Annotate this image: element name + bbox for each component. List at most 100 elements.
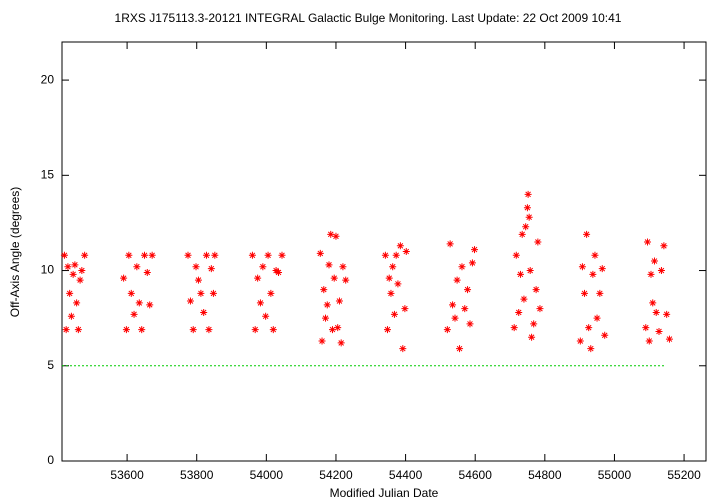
point — [401, 305, 409, 313]
point — [64, 263, 72, 271]
point — [396, 242, 404, 250]
point — [530, 320, 538, 328]
y-tick-label: 10 — [41, 263, 55, 277]
point — [148, 251, 156, 259]
x-tick-label: 54600 — [459, 468, 493, 482]
point — [402, 248, 410, 255]
point — [207, 265, 215, 273]
point — [585, 324, 593, 332]
point — [125, 251, 133, 259]
point — [269, 326, 277, 334]
point — [143, 268, 151, 276]
point — [389, 263, 397, 271]
point — [461, 305, 469, 313]
point — [337, 339, 345, 347]
point — [120, 274, 128, 282]
y-axis-label: Off-Axis Angle (degrees) — [8, 187, 22, 318]
point — [520, 295, 528, 303]
plot-frame — [61, 41, 707, 462]
point — [392, 251, 400, 259]
point — [334, 324, 342, 332]
point — [649, 299, 657, 307]
point — [323, 301, 331, 309]
point — [186, 297, 194, 305]
point — [342, 276, 350, 284]
point — [645, 337, 653, 345]
y-tick-label: 20 — [41, 72, 55, 86]
point — [518, 230, 526, 238]
point — [330, 274, 338, 282]
point — [332, 232, 340, 240]
point — [652, 308, 660, 316]
point — [650, 257, 658, 265]
point — [141, 251, 149, 259]
point — [67, 312, 75, 320]
point — [200, 308, 208, 316]
point — [583, 230, 591, 238]
point — [322, 314, 330, 322]
point — [78, 267, 86, 275]
point — [451, 314, 459, 322]
point — [248, 251, 256, 259]
x-tick-label: 54400 — [389, 468, 423, 482]
point — [596, 289, 604, 297]
x-tick-label: 54800 — [528, 468, 562, 482]
point — [576, 337, 584, 345]
point — [522, 223, 530, 231]
point — [189, 326, 197, 334]
point — [328, 326, 336, 334]
point — [657, 267, 665, 275]
point — [316, 249, 324, 257]
point — [523, 204, 531, 212]
point — [443, 326, 451, 334]
point — [515, 308, 523, 316]
point — [327, 230, 335, 238]
point — [138, 326, 146, 334]
y-tick-label: 15 — [41, 167, 55, 181]
point — [536, 305, 544, 313]
point — [264, 251, 272, 259]
point — [663, 310, 671, 318]
point — [127, 289, 135, 297]
point — [74, 326, 82, 334]
point — [642, 324, 650, 332]
point — [510, 324, 518, 332]
point — [339, 263, 347, 271]
point — [256, 299, 264, 307]
point — [69, 270, 77, 278]
point — [528, 333, 536, 341]
point — [385, 274, 393, 282]
point — [647, 270, 655, 278]
point — [211, 251, 219, 259]
x-tick-label: 55000 — [598, 468, 632, 482]
x-tick-label: 53800 — [180, 468, 214, 482]
point — [601, 331, 609, 339]
point — [581, 289, 589, 297]
x-tick-label: 54200 — [319, 468, 353, 482]
point — [325, 261, 333, 269]
point — [471, 246, 479, 254]
point — [524, 190, 532, 198]
chart-title: 1RXS J175113.3-20121 INTEGRAL Galactic B… — [115, 11, 622, 25]
point — [73, 299, 81, 307]
point — [197, 289, 205, 297]
x-axis-label: Modified Julian Date — [330, 486, 439, 500]
point — [194, 276, 202, 284]
point — [192, 263, 200, 271]
point — [259, 263, 267, 271]
point — [665, 335, 673, 343]
point — [534, 238, 542, 246]
point — [589, 270, 597, 278]
x-tick-label: 55200 — [667, 468, 701, 482]
point — [381, 251, 389, 259]
point — [598, 265, 606, 273]
point — [205, 326, 213, 334]
point — [278, 251, 286, 259]
point — [184, 251, 192, 259]
point — [516, 270, 524, 278]
point — [202, 251, 210, 259]
point — [525, 213, 533, 221]
point — [578, 263, 586, 271]
point — [130, 310, 138, 318]
